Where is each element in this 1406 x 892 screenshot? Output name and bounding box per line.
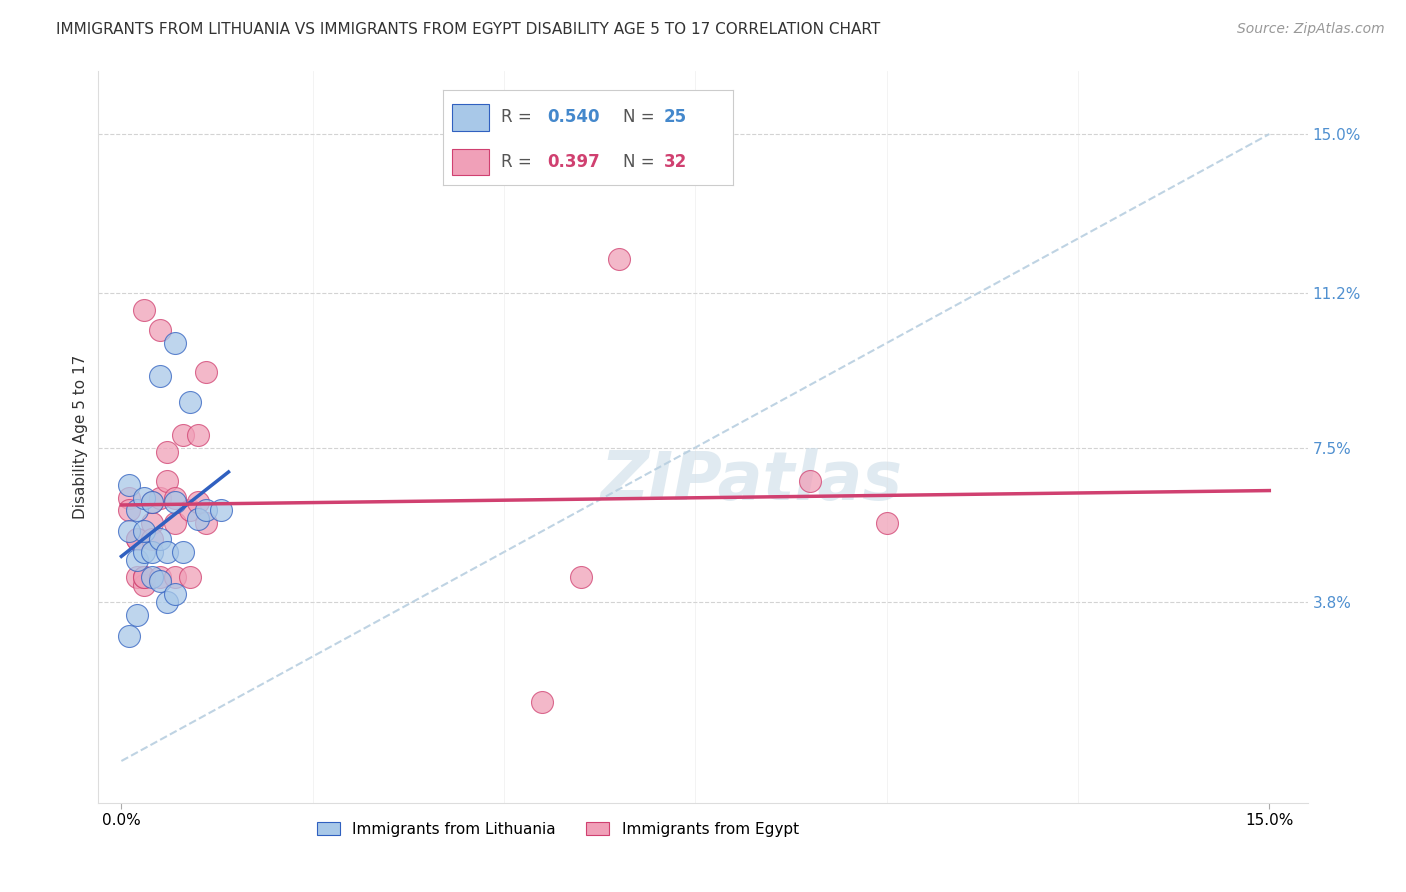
Point [118, 524, 141, 538]
Point [134, 578, 156, 592]
Point [149, 533, 172, 547]
Point [156, 545, 179, 559]
Point [125, 607, 148, 622]
Point [134, 570, 156, 584]
Point [134, 491, 156, 505]
Point [179, 503, 201, 517]
Point [125, 503, 148, 517]
Point [179, 394, 201, 409]
Point [194, 503, 217, 517]
Y-axis label: Disability Age 5 to 17: Disability Age 5 to 17 [73, 355, 89, 519]
Point [187, 428, 209, 442]
Point [149, 570, 172, 584]
Point [156, 474, 179, 488]
Point [607, 252, 630, 267]
Point [125, 570, 148, 584]
Point [125, 553, 148, 567]
Point [118, 503, 141, 517]
Point [118, 491, 141, 505]
Point [163, 587, 186, 601]
Point [134, 545, 156, 559]
Point [149, 324, 172, 338]
Point [209, 503, 232, 517]
Point [118, 629, 141, 643]
Point [141, 570, 163, 584]
Point [141, 516, 163, 530]
Point [134, 570, 156, 584]
Point [187, 511, 209, 525]
Point [156, 595, 179, 609]
Point [163, 491, 186, 505]
Point [149, 369, 172, 384]
Point [569, 570, 592, 584]
Point [187, 495, 209, 509]
Point [141, 533, 163, 547]
Text: ZIPatlas: ZIPatlas [600, 448, 903, 514]
Point [531, 696, 554, 710]
Point [134, 302, 156, 317]
Point [141, 495, 163, 509]
Legend: Immigrants from Lithuania, Immigrants from Egypt: Immigrants from Lithuania, Immigrants fr… [311, 815, 804, 843]
Point [163, 516, 186, 530]
Point [141, 495, 163, 509]
Point [118, 478, 141, 492]
Point [141, 545, 163, 559]
Point [876, 516, 898, 530]
Text: IMMIGRANTS FROM LITHUANIA VS IMMIGRANTS FROM EGYPT DISABILITY AGE 5 TO 17 CORREL: IMMIGRANTS FROM LITHUANIA VS IMMIGRANTS … [56, 22, 880, 37]
Point [156, 444, 179, 458]
Point [134, 524, 156, 538]
Point [125, 533, 148, 547]
Point [172, 545, 194, 559]
Point [125, 533, 148, 547]
Point [172, 428, 194, 442]
Point [194, 365, 217, 379]
Point [163, 495, 186, 509]
Point [179, 570, 201, 584]
Text: Source: ZipAtlas.com: Source: ZipAtlas.com [1237, 22, 1385, 37]
Point [163, 570, 186, 584]
Point [149, 491, 172, 505]
Point [149, 574, 172, 589]
Point [194, 516, 217, 530]
Point [799, 474, 821, 488]
Point [163, 336, 186, 351]
